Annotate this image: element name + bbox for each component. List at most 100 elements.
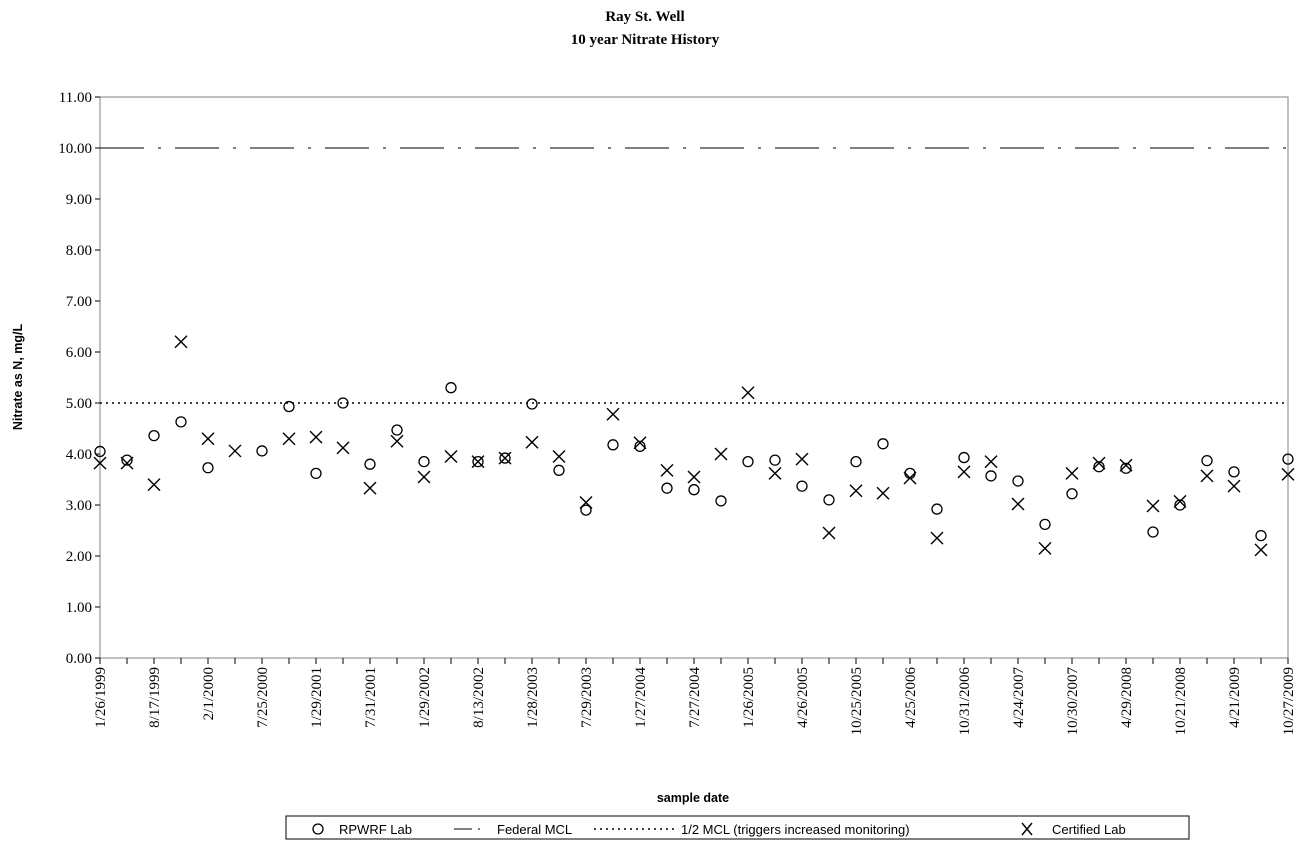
rpwrf-point — [823, 494, 835, 506]
rpwrf-point — [283, 400, 295, 413]
rpwrf-point — [796, 480, 808, 492]
y-tick-label: 11.00 — [59, 90, 92, 106]
certified-point — [1146, 499, 1160, 513]
certified-point — [363, 481, 377, 495]
x-axis: 1/26/1999 8/17/1999 2/1/2000 7/25/2000 1/29/… — [93, 658, 1295, 735]
legend-label-half-mcl: 1/2 MCL (triggers increased monitoring) — [681, 822, 910, 837]
certified-point — [417, 470, 431, 484]
x-tick-label: 10/27/2009 — [1281, 667, 1295, 735]
certified-point — [1065, 466, 1079, 480]
rpwrf-point — [1201, 454, 1213, 467]
y-tick-label: 3.00 — [66, 498, 92, 514]
chart-subtitle: 10 year Nitrate History — [571, 32, 720, 48]
x-tick-label: 4/25/2006 — [903, 667, 919, 728]
reference-lines — [100, 147, 1288, 404]
x-tick-label: 7/31/2001 — [363, 667, 379, 728]
x-tick-label: 1/27/2004 — [633, 667, 649, 728]
rpwrf-point — [877, 438, 889, 450]
x-tick-label: 10/30/2007 — [1065, 667, 1081, 736]
rpwrf-point — [688, 484, 700, 496]
y-tick-label: 8.00 — [66, 243, 92, 259]
x-tick-label: 1/26/1999 — [93, 667, 109, 728]
series-certified-lab — [93, 335, 1295, 557]
y-axis-title: Nitrate as N, mg/L — [11, 324, 25, 431]
certified-point — [1119, 458, 1133, 472]
rpwrf-point — [121, 454, 133, 466]
rpwrf-point — [526, 398, 538, 410]
legend-label-rpwrf: RPWRF Lab — [339, 822, 412, 837]
rpwrf-point — [445, 382, 457, 394]
rpwrf-point — [931, 503, 943, 515]
x-tick-label: 1/29/2002 — [417, 667, 433, 728]
certified-point — [120, 456, 134, 470]
plot-area — [99, 96, 1289, 659]
rpwrf-point — [850, 455, 862, 468]
rpwrf-point — [769, 454, 781, 466]
certified-point — [1281, 467, 1295, 481]
certified-point — [984, 455, 998, 469]
certified-point — [1092, 456, 1106, 470]
rpwrf-point — [337, 397, 349, 409]
legend-box — [285, 815, 1190, 840]
x-tick-label: 7/25/2000 — [255, 667, 271, 728]
certified-point — [633, 436, 647, 450]
rpwrf-point — [1120, 462, 1132, 474]
rpwrf-point — [175, 416, 187, 428]
certified-point — [444, 450, 458, 464]
x-tick-label: 7/27/2004 — [687, 667, 703, 728]
x-axis-title: sample date — [657, 791, 729, 805]
rpwrf-point — [1255, 529, 1267, 542]
rpwrf-point — [364, 458, 376, 470]
x-tick-label: 10/25/2005 — [849, 667, 865, 735]
rpwrf-point — [1066, 488, 1078, 500]
certified-point — [525, 435, 539, 449]
rpwrf-point — [661, 482, 673, 494]
certified-point — [1200, 469, 1214, 483]
rpwrf-point — [499, 452, 511, 464]
certified-point — [741, 386, 755, 400]
rpwrf-point — [634, 440, 646, 453]
certified-point — [795, 452, 809, 466]
rpwrf-point — [958, 451, 970, 464]
certified-point — [849, 484, 863, 498]
certified-point — [228, 444, 242, 458]
certified-point — [498, 451, 512, 465]
y-tick-label: 10.00 — [58, 141, 92, 157]
rpwrf-point — [256, 445, 268, 457]
certified-point — [1227, 479, 1241, 493]
rpwrf-point — [1093, 461, 1105, 473]
x-tick-label: 1/28/2003 — [525, 667, 541, 728]
certified-point — [1038, 541, 1052, 555]
certified-point — [957, 465, 971, 479]
rpwrf-point — [985, 470, 997, 482]
certified-point — [174, 335, 188, 349]
y-tick-label: 5.00 — [66, 396, 92, 412]
certified-point — [1173, 494, 1187, 508]
certified-point — [822, 526, 836, 540]
certified-point — [309, 430, 323, 444]
certified-point — [714, 447, 728, 461]
certified-point — [93, 456, 107, 470]
rpwrf-point — [607, 439, 619, 451]
legend-x-marker — [1021, 822, 1033, 836]
rpwrf-point — [1174, 499, 1186, 511]
x-tick-label: 2/1/2000 — [201, 667, 217, 720]
x-tick-label: 4/26/2005 — [795, 667, 811, 728]
rpwrf-point — [580, 504, 592, 516]
certified-point — [660, 463, 674, 477]
x-tick-label: 4/29/2008 — [1119, 667, 1135, 728]
y-tick-label: 2.00 — [66, 549, 92, 565]
rpwrf-point — [715, 495, 727, 507]
x-tick-label: 4/21/2009 — [1227, 667, 1243, 728]
certified-point — [390, 434, 404, 448]
x-tick-label: 10/31/2006 — [957, 667, 973, 736]
rpwrf-point — [148, 429, 160, 442]
rpwrf-point — [742, 455, 754, 468]
certified-point — [201, 432, 215, 446]
certified-point — [930, 531, 944, 545]
series-rpwrf-lab — [94, 382, 1294, 542]
certified-point — [282, 432, 296, 446]
certified-point — [336, 441, 350, 455]
legend-label-federal: Federal MCL — [497, 822, 572, 837]
